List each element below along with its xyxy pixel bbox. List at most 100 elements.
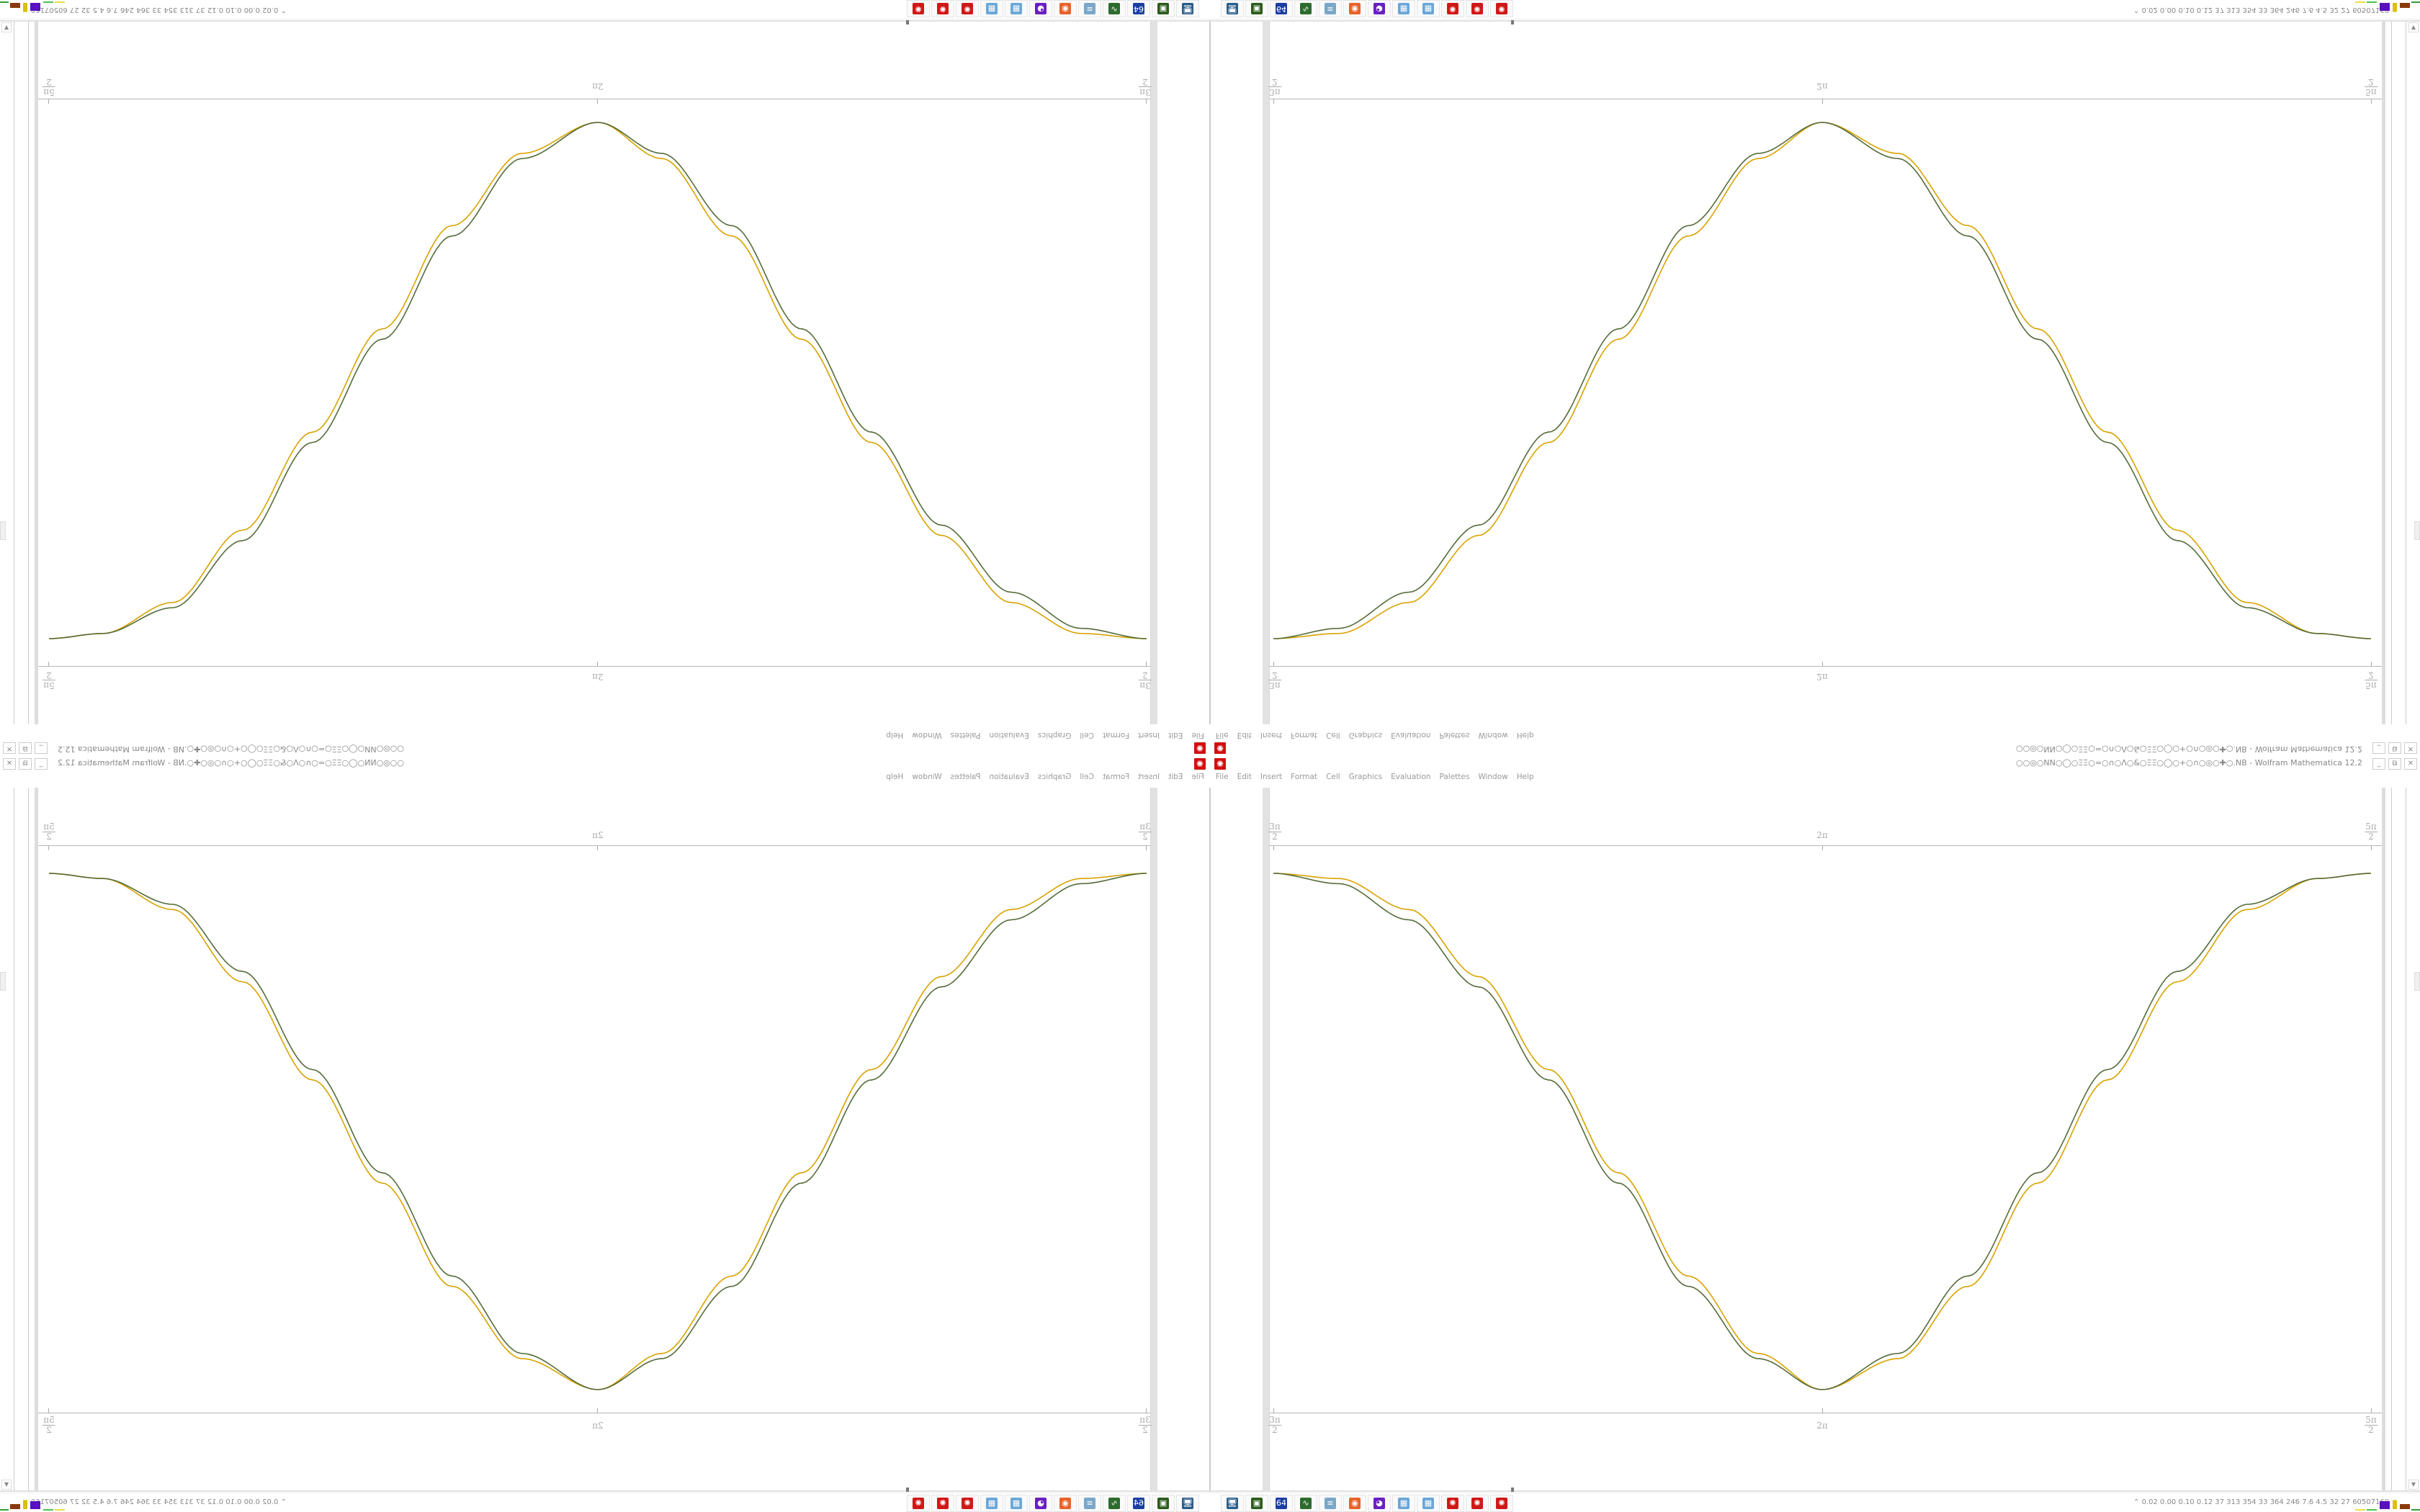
taskbar-app-button[interactable]: ◉ — [1343, 1495, 1366, 1512]
resize-handle[interactable] — [1511, 20, 1514, 24]
taskbar-app-button[interactable]: ▣ — [1152, 1495, 1175, 1512]
taskbar-app-button[interactable]: ▦ — [1005, 1495, 1028, 1512]
scrollbar-track[interactable] — [28, 788, 29, 1490]
scrollbar-track[interactable] — [28, 22, 29, 724]
taskbar-app-button[interactable]: ◕ — [1029, 0, 1052, 17]
taskbar-app-button[interactable]: ◕ — [1368, 1495, 1391, 1512]
cpu-graph — [2355, 1, 2365, 16]
taskbar-app-button[interactable]: ◉ — [1343, 0, 1366, 17]
scrollbar-thumb[interactable] — [0, 972, 6, 991]
taskbar-app-button[interactable]: ≡ — [1078, 0, 1101, 17]
taskbar-app-button[interactable]: ≡ — [1319, 1495, 1342, 1512]
taskbar-app-button[interactable]: ✺ — [956, 0, 979, 17]
taskbar-app-button[interactable]: ▣ — [1245, 1495, 1268, 1512]
taskbar-app-button[interactable]: ✺ — [907, 0, 930, 17]
taskbar-app-button[interactable]: ✺ — [1490, 1495, 1513, 1512]
scroll-down-arrow-icon[interactable]: ▼ — [2408, 1480, 2419, 1490]
resize-handle[interactable] — [906, 1488, 909, 1492]
taskbar-app-button[interactable]: ✺ — [1490, 0, 1513, 17]
menu-insert[interactable]: Insert — [1260, 773, 1283, 781]
resize-handle[interactable] — [1511, 1488, 1514, 1492]
taskbar-app-button[interactable]: ∿ — [1294, 0, 1317, 17]
calculator-icon: ▦ — [1010, 1498, 1022, 1509]
menu-evaluation[interactable]: Evaluation — [1391, 773, 1431, 781]
floppy-64-icon: 64 — [1276, 3, 1287, 14]
chevron-up-icon[interactable]: ⌃ — [280, 6, 287, 14]
scroll-down-arrow-icon[interactable]: ▼ — [1, 22, 12, 32]
taskbar-app-button[interactable]: ▦ — [1417, 0, 1440, 17]
tick-numerator: 5π — [2365, 1415, 2378, 1426]
taskbar-app-button[interactable]: ▣ — [1152, 0, 1175, 17]
taskbar-app-button[interactable]: ✺ — [931, 1495, 954, 1512]
scrollbar-track[interactable] — [2391, 22, 2392, 724]
scrollbar-thumb[interactable] — [0, 521, 6, 540]
taskbar-app-button[interactable]: ∿ — [1103, 0, 1126, 17]
menu-palettes[interactable]: Palettes — [1439, 773, 1470, 781]
menu-cell[interactable]: Cell — [1326, 773, 1340, 781]
status-divider — [0, 1490, 1210, 1492]
calculator-icon: ▦ — [1398, 1498, 1410, 1509]
taskbar-app-button[interactable]: ◉ — [1054, 1495, 1077, 1512]
chevron-up-icon[interactable]: ⌃ — [2133, 1498, 2140, 1506]
taskbar-app-button[interactable]: ▦ — [1005, 0, 1028, 17]
taskbar-app-button[interactable]: 64 — [1127, 1495, 1150, 1512]
floppy-64-icon: 64 — [1276, 1498, 1287, 1509]
resize-handle[interactable] — [906, 20, 909, 24]
swap-graph — [2400, 1496, 2410, 1509]
taskbar-app-button[interactable]: 🖥 — [1176, 1495, 1199, 1512]
mathematica-icon: ✺ — [1496, 3, 1507, 14]
menu-file[interactable]: File — [1216, 773, 1229, 781]
taskbar-app-button[interactable]: 🖥 — [1176, 0, 1199, 17]
taskbar-app-button[interactable]: ✺ — [1441, 0, 1464, 17]
taskbar-app-button[interactable]: 64 — [1270, 1495, 1293, 1512]
menu-format[interactable]: Format — [1291, 773, 1318, 781]
taskbar-app-button[interactable]: ✺ — [956, 1495, 979, 1512]
scrollbar-thumb[interactable] — [2414, 521, 2420, 540]
taskbar-app-button[interactable]: ≡ — [1319, 0, 1342, 17]
taskbar-app-button[interactable]: ◕ — [1029, 1495, 1052, 1512]
taskbar-app-button[interactable]: ◉ — [1054, 0, 1077, 17]
mathematica-icon: ✺ — [937, 3, 949, 14]
menu-graphics[interactable]: Graphics — [1348, 773, 1383, 781]
x-tick-label: 5π 2 — [2365, 1416, 2378, 1435]
taskbar-app-button[interactable]: ✺ — [1466, 0, 1489, 17]
taskbar-app-button[interactable]: ▦ — [1392, 1495, 1415, 1512]
taskbar-app-button[interactable]: ✺ — [1441, 1495, 1464, 1512]
cpu-graph — [2355, 1496, 2365, 1511]
taskbar-app-button[interactable]: ▣ — [1245, 0, 1268, 17]
taskbar-app-button[interactable]: 🖥 — [1221, 1495, 1244, 1512]
scrollbar-track[interactable] — [2391, 788, 2392, 1490]
taskbar-app-button[interactable]: ▦ — [1417, 1495, 1440, 1512]
frame-right-edge — [2382, 22, 2385, 724]
taskbar-app-button[interactable]: ▦ — [980, 1495, 1003, 1512]
notebook-window: ✺ ○○◎○NN○◯○ΞΞ○=○∩○Λ○&○ΞΞ○◯○+○∩○◎○✚○.NB -… — [0, 0, 1210, 756]
menu-edit[interactable]: Edit — [1237, 773, 1252, 781]
mathematica-icon: ✺ — [962, 1498, 973, 1509]
mathematica-icon: ✺ — [1471, 3, 1483, 14]
scroll-down-arrow-icon[interactable]: ▼ — [1, 1480, 12, 1490]
taskbar-app-button[interactable]: 64 — [1127, 0, 1150, 17]
taskbar-app-button[interactable]: ∿ — [1294, 1495, 1317, 1512]
chevron-up-icon[interactable]: ⌃ — [280, 1498, 287, 1506]
taskbar-app-button[interactable]: ▦ — [980, 0, 1003, 17]
taskbar-app-button[interactable]: ∿ — [1103, 1495, 1126, 1512]
taskbar: 🖥 ▣ 64 ∿ ≡ ◉ ◕ ▦ ▦ ✺ ✺ ✺ ⌃ 0.02 0.00 0.10 0.12 37 3… — [1210, 1493, 2420, 1512]
taskbar-app-button[interactable]: ✺ — [1466, 1495, 1489, 1512]
scroll-down-arrow-icon[interactable]: ▼ — [2408, 22, 2419, 32]
taskbar-app-button[interactable]: ▦ — [1392, 0, 1415, 17]
curve-series-1 — [1273, 122, 2372, 639]
minimize-button[interactable]: _ — [2372, 758, 2385, 770]
menu-window[interactable]: Window — [1478, 773, 1508, 781]
taskbar-app-button[interactable]: ◕ — [1368, 0, 1391, 17]
taskbar-app-button[interactable]: ✺ — [907, 1495, 930, 1512]
taskbar-app-button[interactable]: ✺ — [931, 0, 954, 17]
close-button[interactable]: ✕ — [2404, 758, 2417, 770]
taskbar-app-button[interactable]: ≡ — [1078, 1495, 1101, 1512]
taskbar-app-button[interactable]: 🖥 — [1221, 0, 1244, 17]
chevron-up-icon[interactable]: ⌃ — [2133, 6, 2140, 14]
scrollbar-thumb[interactable] — [2414, 972, 2420, 991]
restore-button[interactable]: ⧉ — [2388, 758, 2401, 770]
x-tick-label: 3π 2 — [1268, 1416, 1281, 1435]
menu-help[interactable]: Help — [1516, 773, 1534, 781]
taskbar-app-button[interactable]: 64 — [1270, 0, 1293, 17]
